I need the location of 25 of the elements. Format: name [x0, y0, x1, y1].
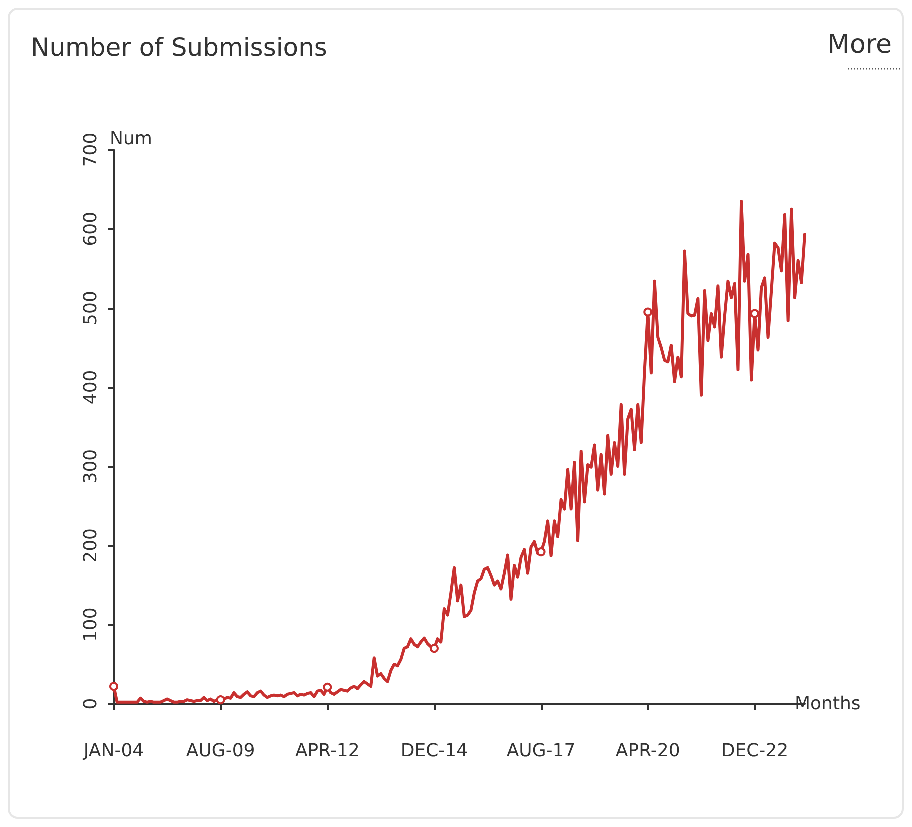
point	[750, 309, 760, 318]
y-tick-label: 400	[80, 370, 102, 405]
text: More	[828, 30, 892, 60]
y-tick-label: 0	[80, 698, 102, 710]
y-tick-label: 700	[80, 132, 102, 168]
x-tick-label: DEC-22	[721, 740, 789, 762]
point	[216, 696, 226, 705]
y-tick-label: 300	[80, 449, 102, 484]
y-axis-title: Num	[110, 128, 152, 150]
x-tick-label: AUG-09	[186, 740, 256, 762]
x-tick-label: APR-12	[295, 740, 360, 762]
point	[323, 682, 332, 692]
y-tick-label: 200	[80, 528, 102, 563]
x-tick-label: DEC-14	[400, 740, 468, 762]
x-tick-label: JAN-04	[82, 740, 144, 762]
chart-title: Number of Submissions	[31, 33, 328, 62]
y-tick-label: 600	[80, 212, 102, 246]
point	[110, 682, 118, 692]
x-axis-title: Months	[795, 694, 861, 714]
point	[430, 644, 439, 654]
x-tick-label: APR-20	[616, 740, 680, 762]
point	[644, 308, 653, 317]
y-tick-label: 500	[80, 291, 102, 326]
y-tick-label: 100	[80, 608, 102, 642]
x-tick-label: AUG-17	[506, 740, 576, 762]
